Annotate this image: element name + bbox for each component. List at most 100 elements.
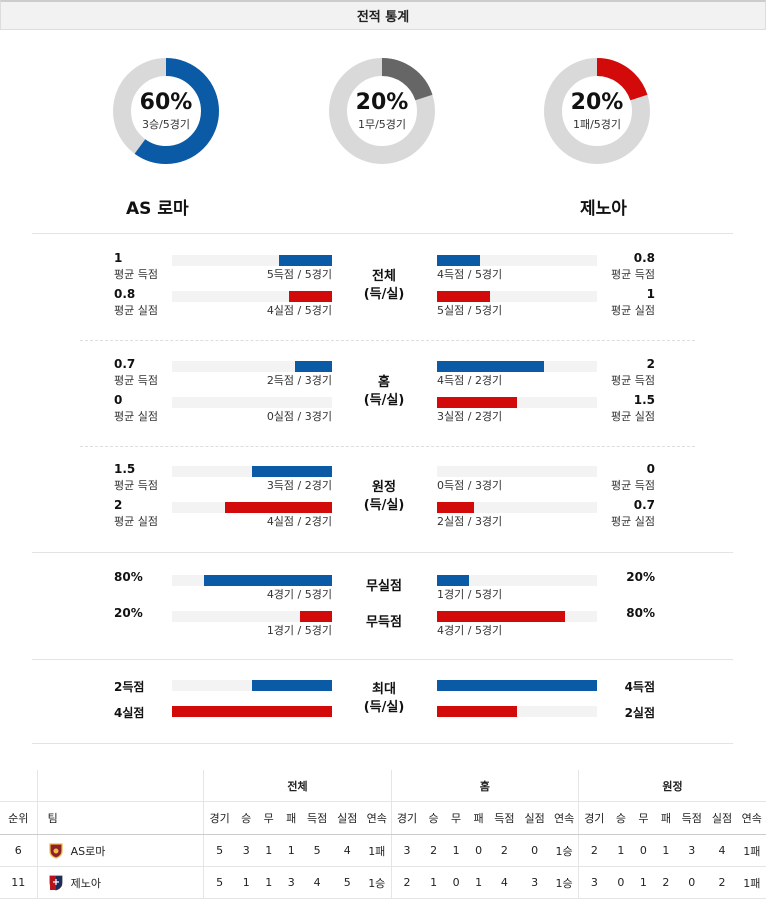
away-stat-value: 80%	[626, 606, 655, 620]
column-header: 경기	[203, 801, 235, 835]
home-bar-track	[172, 466, 332, 477]
group-header: 전체	[203, 770, 392, 802]
home-team-name: AS 로마	[126, 199, 189, 219]
home-bar-track	[172, 706, 332, 717]
column-header: 승	[609, 801, 633, 835]
away-team-name: 제노아	[580, 199, 627, 219]
team-cell: AS로마	[36, 834, 204, 867]
team-name[interactable]: 제노아	[70, 876, 101, 890]
away-stat-value: 0.8	[633, 251, 655, 265]
stat-cell: 5	[203, 866, 235, 899]
team-name[interactable]: AS로마	[70, 844, 106, 858]
away-bar-track	[437, 361, 597, 372]
section-label: 전체 (득/실)	[344, 268, 424, 304]
home-bar-fill	[252, 680, 332, 691]
stat-cell: 1승	[550, 834, 579, 867]
section-label: 홈 (득/실)	[344, 374, 424, 410]
standings-table: 전체 홈 원정 순위 팀 경기 승 무 패 득점 실점 연속 경기 승 무 패 득점 실점 연속 경기 승 무 패 득점 실점 연…	[0, 770, 766, 899]
home-stat-value: 0.7	[114, 357, 136, 371]
home-stat-value: 2득점	[114, 680, 145, 694]
home-bar-caption: 4경기 / 5경기	[266, 588, 332, 601]
stat-cell: 3	[390, 834, 423, 867]
away-bar-track	[437, 397, 597, 408]
away-bar-track	[437, 466, 597, 477]
standings-group-row: 전체 홈 원정	[0, 770, 766, 802]
away-stat-value: 2실점	[624, 706, 655, 720]
rank-cell: 11	[0, 866, 38, 899]
column-header: 패	[467, 801, 490, 835]
home-bar-track	[172, 397, 332, 408]
stat-cell: 2	[422, 834, 445, 867]
away-bar-caption: 5실점 / 5경기	[437, 304, 503, 317]
table-row[interactable]: 11 제노아 5 1 1 3 4 5 1승 2 1 0 1 4 3 1승 3 0 1 2 0 2 1패	[0, 866, 766, 899]
home-bar-caption: 2득점 / 3경기	[266, 374, 332, 387]
stat-cell: 1	[609, 834, 633, 867]
away-bar-track	[437, 255, 597, 266]
stat-cell: 2	[390, 866, 423, 899]
section-label-line: (득/실)	[363, 700, 405, 715]
home-bar-fill	[224, 502, 332, 513]
away-stat-caption: 평균 실점	[611, 304, 655, 317]
away-bar-caption: 2실점 / 3경기	[437, 515, 503, 528]
column-header: 경기	[390, 801, 423, 835]
home-bar-caption: 4실점 / 2경기	[266, 515, 332, 528]
home-bar-fill	[172, 706, 332, 717]
section-divider	[32, 552, 733, 553]
stat-cell: 3	[279, 866, 303, 899]
column-header: 경기	[577, 801, 610, 835]
column-header: 연속	[737, 801, 766, 835]
away-stat-value: 2	[646, 357, 655, 371]
away-bar-track	[437, 706, 597, 717]
column-header: 무	[257, 801, 280, 835]
away-bar-caption: 1경기 / 5경기	[437, 588, 503, 601]
stat-cell: 1	[654, 834, 678, 867]
stat-cell: 0	[677, 866, 707, 899]
away-bar-caption: 4득점 / 5경기	[437, 268, 503, 281]
away-bar-caption: 3실점 / 2경기	[437, 410, 503, 423]
genoa-logo	[48, 875, 64, 891]
stat-cell: 3	[234, 834, 258, 867]
away-stat-value: 0.7	[633, 498, 655, 512]
away-stat-value: 1.5	[633, 393, 655, 407]
home-bar-track	[172, 291, 332, 302]
stat-cell: 5	[302, 834, 332, 867]
away-bar-caption: 4득점 / 2경기	[437, 374, 503, 387]
away-stat-caption: 평균 실점	[611, 515, 655, 528]
section-divider	[80, 340, 695, 341]
stat-cell: 0	[467, 834, 490, 867]
win-rate-percent: 60%	[139, 90, 193, 115]
group-header: 홈	[390, 770, 579, 802]
section-divider	[32, 659, 733, 660]
stat-cell: 4	[331, 834, 363, 867]
away-stat-caption: 평균 득점	[611, 268, 655, 281]
away-bar-fill	[437, 706, 517, 717]
away-stat-value: 1	[646, 287, 655, 301]
draw-rate-percent: 20%	[355, 90, 409, 115]
section-label-line: 전체	[372, 269, 396, 284]
home-stat-caption: 평균 실점	[114, 515, 158, 528]
home-bar-caption: 3득점 / 2경기	[266, 479, 332, 492]
standings-header-row: 순위 팀 경기 승 무 패 득점 실점 연속 경기 승 무 패 득점 실점 연속 경기 승 무 패 득점 실점 연속	[0, 801, 766, 835]
away-stat-value: 20%	[626, 570, 655, 584]
away-bar-track	[437, 502, 597, 513]
column-header: 득점	[677, 801, 707, 835]
section-divider	[80, 446, 695, 447]
stats-title: 전적 통계	[356, 10, 410, 25]
column-header: 팀	[36, 801, 204, 835]
stats-header: 전적 통계	[0, 0, 766, 30]
home-bar-track	[172, 361, 332, 372]
home-bar-track	[172, 680, 332, 691]
table-row[interactable]: 6 AS로마 5 3 1 1 5 4 1패 3 2 1 0 2 0 1승 2 1 0 1 3 4 1패	[0, 834, 766, 867]
stat-cell: 1	[467, 866, 490, 899]
section-label-line: (득/실)	[363, 393, 405, 408]
home-bar-track	[172, 575, 332, 586]
column-header: 연속	[362, 801, 392, 835]
home-bar-fill	[300, 611, 332, 622]
away-stat-caption: 평균 득점	[611, 374, 655, 387]
home-stat-value: 2	[114, 498, 123, 512]
stat-cell: 1	[632, 866, 655, 899]
group-header: 원정	[577, 770, 766, 802]
stat-cell: 1패	[362, 834, 392, 867]
home-stat-caption: 평균 실점	[114, 410, 158, 423]
away-bar-fill	[437, 397, 517, 408]
